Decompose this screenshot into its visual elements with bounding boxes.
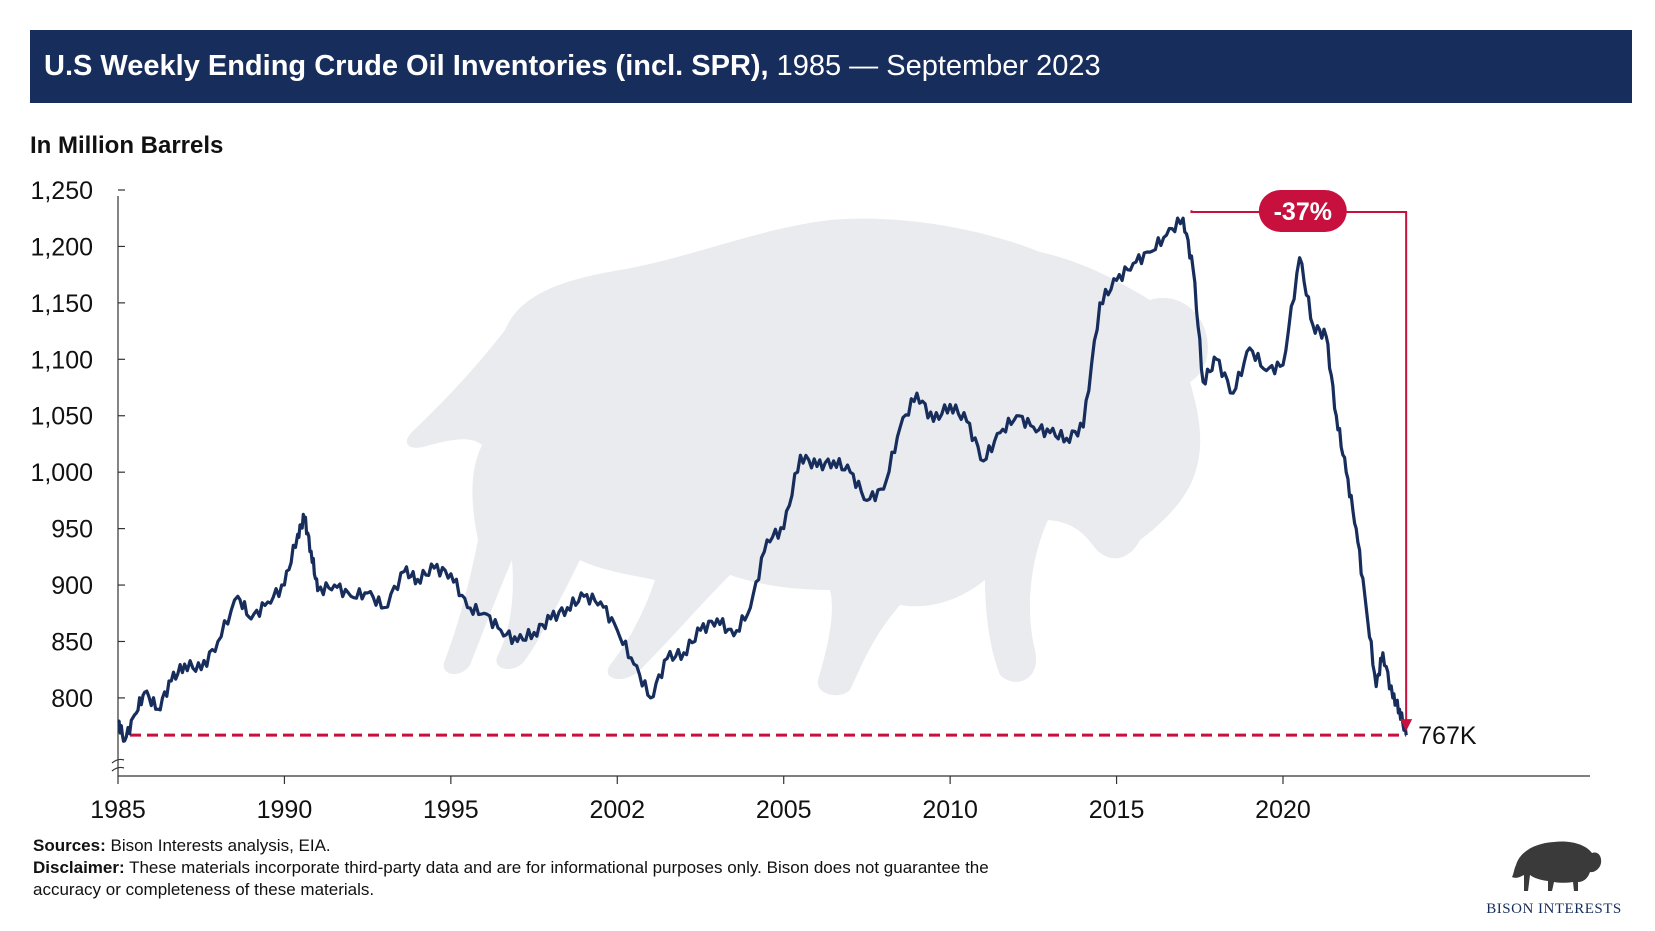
y-tick-label: 850 bbox=[51, 628, 93, 656]
y-tick-label: 800 bbox=[51, 685, 93, 713]
title-bar: U.S Weekly Ending Crude Oil Inventories … bbox=[30, 30, 1632, 103]
chart-title: U.S Weekly Ending Crude Oil Inventories … bbox=[44, 50, 769, 82]
footer-notes: Sources: Bison Interests analysis, EIA. … bbox=[33, 835, 1023, 901]
logo-text: BISON INTERESTS bbox=[1486, 901, 1622, 917]
y-tick-label: 1,000 bbox=[30, 459, 93, 487]
bison-logo-icon bbox=[1512, 841, 1602, 891]
unit-label: In Million Barrels bbox=[30, 132, 224, 159]
y-tick-label: 950 bbox=[51, 516, 93, 544]
bison-interests-logo: BISON INTERESTS bbox=[1474, 825, 1634, 920]
y-tick-label: 1,100 bbox=[30, 346, 93, 374]
disclaimer-line: Disclaimer: These materials incorporate … bbox=[33, 857, 1023, 901]
y-tick-label: 1,250 bbox=[30, 177, 93, 205]
disclaimer-text: These materials incorporate third-party … bbox=[33, 858, 989, 899]
sources-text: Bison Interests analysis, EIA. bbox=[110, 836, 331, 855]
y-tick-label: 1,050 bbox=[30, 403, 93, 431]
y-tick-label: 1,200 bbox=[30, 233, 93, 261]
change-bracket: -37% bbox=[1190, 190, 1413, 732]
sources-label: Sources: bbox=[33, 836, 106, 855]
x-tick-label: 1985 bbox=[90, 796, 146, 824]
x-tick-label: 1990 bbox=[257, 796, 313, 824]
change-badge bbox=[1258, 190, 1347, 232]
change-badge-label: -37% bbox=[1274, 198, 1332, 226]
chart-date-range: 1985 — September 2023 bbox=[776, 50, 1101, 82]
y-tick-label: 900 bbox=[51, 572, 93, 600]
x-tick-label: 2002 bbox=[589, 796, 645, 824]
x-tick-label: 2020 bbox=[1255, 796, 1311, 824]
x-tick-label: 2015 bbox=[1089, 796, 1145, 824]
x-tick-label: 2005 bbox=[756, 796, 812, 824]
disclaimer-label: Disclaimer: bbox=[33, 858, 125, 877]
axis-break-mark bbox=[111, 758, 125, 772]
x-tick-label: 2010 bbox=[922, 796, 978, 824]
y-tick-label: 1,150 bbox=[30, 290, 93, 318]
y-axis: 800 850 900 950 1,000 1,050 1,100 1,150 1,200 1,2… bbox=[30, 177, 125, 776]
series-line-inventories bbox=[117, 216, 1408, 743]
x-tick-label: 1995 bbox=[423, 796, 479, 824]
x-axis: 1985 1990 1995 2002 2005 2010 2015 2020 bbox=[90, 775, 1590, 824]
sources-line: Sources: Bison Interests analysis, EIA. bbox=[33, 835, 1023, 857]
reference-label: 767K bbox=[1418, 722, 1477, 750]
